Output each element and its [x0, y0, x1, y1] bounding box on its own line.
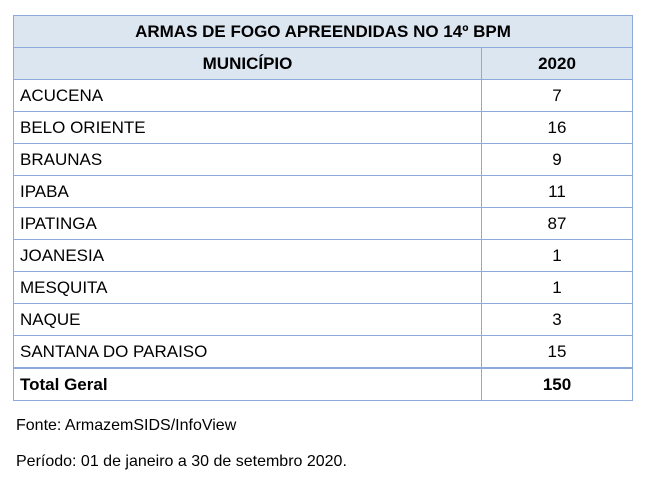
value-cell: 11: [481, 175, 633, 208]
table-row: IPATINGA 87: [13, 207, 633, 240]
municipio-cell: NAQUE: [13, 303, 482, 336]
table-row: SANTANA DO PARAISO 15: [13, 335, 633, 369]
value-cell: 7: [481, 79, 633, 112]
column-header-2020: 2020: [481, 47, 633, 80]
source-note: Fonte: ArmazemSIDS/InfoView: [16, 417, 237, 434]
value-cell: 1: [481, 271, 633, 304]
value-cell: 16: [481, 111, 633, 144]
column-header-municipio: MUNICÍPIO: [13, 47, 482, 80]
municipio-cell: MESQUITA: [13, 271, 482, 304]
value-cell: 1: [481, 239, 633, 272]
table-row: JOANESIA 1: [13, 239, 633, 272]
table-title: ARMAS DE FOGO APREENDIDAS NO 14º BPM: [13, 15, 633, 48]
value-cell: 87: [481, 207, 633, 240]
municipio-cell: ACUCENA: [13, 79, 482, 112]
municipio-cell: JOANESIA: [13, 239, 482, 272]
weapons-table-container: ARMAS DE FOGO APREENDIDAS NO 14º BPM MUN…: [13, 15, 633, 401]
table-row: MESQUITA 1: [13, 271, 633, 304]
value-cell: 3: [481, 303, 633, 336]
table-row: IPABA 11: [13, 175, 633, 208]
weapons-seized-table: ARMAS DE FOGO APREENDIDAS NO 14º BPM MUN…: [13, 15, 633, 401]
total-label: Total Geral: [13, 367, 482, 401]
municipio-cell: SANTANA DO PARAISO: [13, 335, 482, 369]
municipio-cell: BRAUNAS: [13, 143, 482, 176]
table-header-row: MUNICÍPIO 2020: [13, 47, 633, 80]
table-row: BRAUNAS 9: [13, 143, 633, 176]
municipio-cell: IPATINGA: [13, 207, 482, 240]
period-note: Período: 01 de janeiro a 30 de setembro …: [16, 453, 347, 470]
table-row: ACUCENA 7: [13, 79, 633, 112]
total-value: 150: [481, 367, 633, 401]
value-cell: 15: [481, 335, 633, 369]
municipio-cell: BELO ORIENTE: [13, 111, 482, 144]
total-row: Total Geral 150: [13, 367, 633, 401]
value-cell: 9: [481, 143, 633, 176]
table-title-row: ARMAS DE FOGO APREENDIDAS NO 14º BPM: [13, 15, 633, 48]
table-row: BELO ORIENTE 16: [13, 111, 633, 144]
municipio-cell: IPABA: [13, 175, 482, 208]
table-row: NAQUE 3: [13, 303, 633, 336]
